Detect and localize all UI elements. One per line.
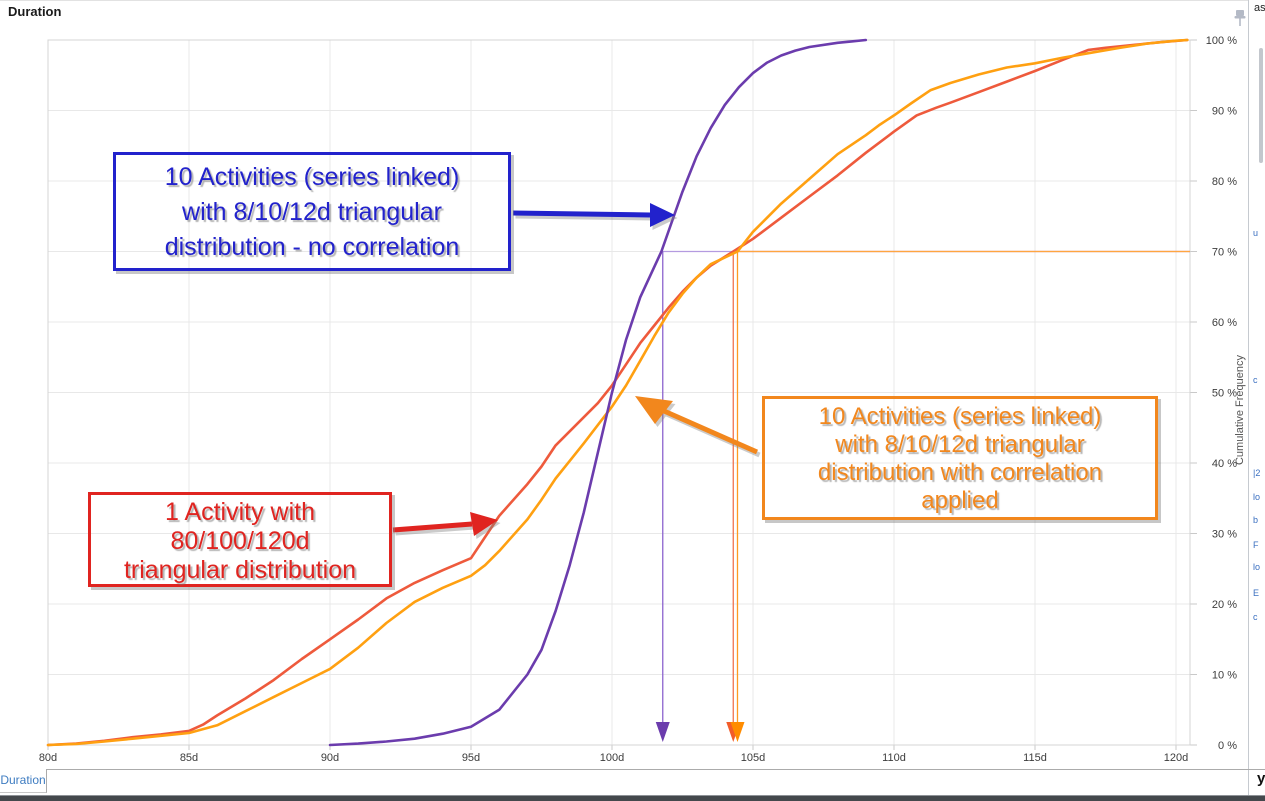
red-arrow xyxy=(392,521,473,533)
chart-title: Duration xyxy=(8,4,62,19)
cutoff-link-fragment: |2 xyxy=(1253,468,1261,478)
annotation-line: 80/100/120d xyxy=(170,527,310,555)
y-tick-label: 40 % xyxy=(1212,458,1237,470)
y-tick-label: 20 % xyxy=(1212,599,1237,611)
top-divider xyxy=(0,0,1265,1)
y-tick-label: 100 % xyxy=(1206,35,1237,47)
pin-icon[interactable] xyxy=(1234,10,1246,26)
vertical-scrollbar-thumb[interactable] xyxy=(1259,48,1263,163)
orange-arrow xyxy=(662,408,759,455)
cutoff-text-top-right: as xyxy=(1254,2,1265,14)
blue-arrow xyxy=(512,210,651,218)
x-tick-label: 120d xyxy=(1164,752,1188,764)
plot-border xyxy=(47,39,1191,746)
y-axis-title: Cumulative Frequency xyxy=(1234,354,1246,465)
cutoff-text-bottom-right: y xyxy=(1257,770,1265,787)
cutoff-link-fragment: b xyxy=(1253,515,1259,525)
curve-red xyxy=(46,38,1189,747)
cutoff-link-fragment: c xyxy=(1253,612,1258,622)
x-tick-label: 115d xyxy=(1023,752,1047,764)
percentile-arrowhead-purple xyxy=(655,722,670,742)
x-tick-label: 110d xyxy=(882,752,906,764)
right-edge-panel xyxy=(1248,0,1265,795)
annotation-line: 10 Activities (series linked) xyxy=(818,403,1102,430)
annotation-line: with 8/10/12d triangular xyxy=(182,198,442,226)
annotation-line: distribution with correlation xyxy=(817,459,1103,486)
annotation-with-correlation: 10 Activities (series linked) with 8/10/… xyxy=(762,396,1158,520)
annotation-one-activity: 1 Activity with 80/100/120d triangular d… xyxy=(88,492,392,587)
annotation-line: 10 Activities (series linked) xyxy=(164,163,460,191)
annotation-line: applied xyxy=(921,487,999,514)
orange-arrowhead xyxy=(635,396,673,424)
y-tick-label: 30 % xyxy=(1212,529,1237,541)
y-tick-label: 10 % xyxy=(1212,670,1237,682)
annotation-line: triangular distribution xyxy=(123,556,357,584)
y-tick-label: 70 % xyxy=(1212,247,1237,259)
annotation-line: distribution - no correlation xyxy=(164,233,460,261)
curve-purple xyxy=(328,38,868,747)
annotation-line: with 8/10/12d triangular xyxy=(835,431,1085,458)
y-tick-label: 60 % xyxy=(1212,317,1237,329)
cutoff-link-fragment: c xyxy=(1253,375,1258,385)
x-tick-label: 95d xyxy=(462,752,480,764)
cutoff-link-fragment: E xyxy=(1253,588,1260,598)
cutoff-link-fragment: u xyxy=(1253,228,1259,238)
red-arrowhead xyxy=(470,512,498,536)
cutoff-link-fragment: lo xyxy=(1253,492,1261,502)
blue-arrowhead xyxy=(650,203,675,227)
x-tick-label: 100d xyxy=(600,752,624,764)
x-tick-label: 105d xyxy=(741,752,765,764)
curve-orange xyxy=(46,38,1189,747)
tab-bar-divider xyxy=(47,769,1265,770)
bottom-status-bar xyxy=(0,795,1265,801)
tab-duration[interactable]: Duration xyxy=(0,769,47,793)
x-tick-label: 85d xyxy=(180,752,198,764)
y-tick-label: 90 % xyxy=(1212,106,1237,118)
cutoff-link-fragment: F xyxy=(1253,540,1259,550)
y-tick-label: 0 % xyxy=(1218,740,1237,752)
cutoff-link-fragment: lo xyxy=(1253,562,1261,572)
y-tick-label: 50 % xyxy=(1212,388,1237,400)
y-tick-label: 80 % xyxy=(1212,176,1237,188)
annotation-no-correlation: 10 Activities (series linked) with 8/10/… xyxy=(113,152,511,271)
annotation-line: 1 Activity with xyxy=(164,498,316,526)
x-tick-label: 90d xyxy=(321,752,339,764)
x-tick-label: 80d xyxy=(39,752,57,764)
percentile-arrowhead-orange xyxy=(730,722,745,742)
